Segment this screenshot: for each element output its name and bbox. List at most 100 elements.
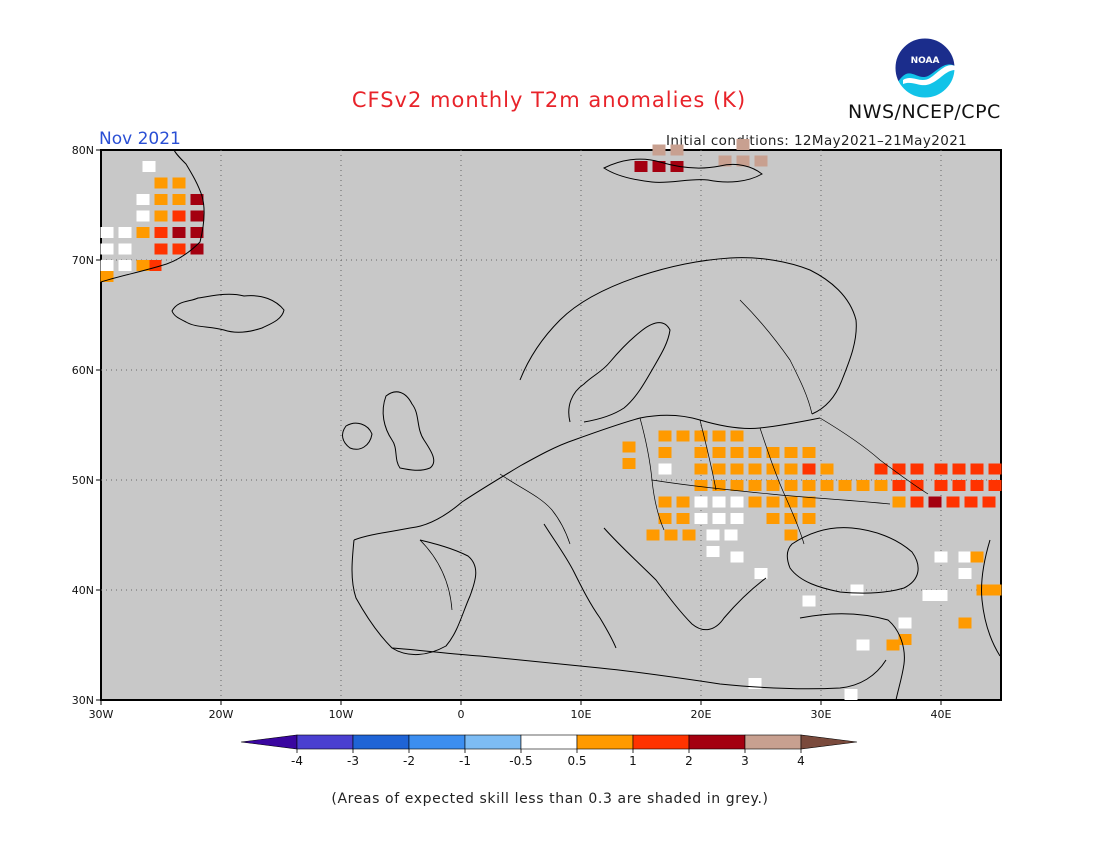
anomaly-cell bbox=[694, 496, 708, 508]
anomaly-cell bbox=[190, 210, 204, 222]
anomaly-cell bbox=[676, 513, 690, 524]
anomaly-cell bbox=[844, 689, 858, 700]
anomaly-cell bbox=[856, 480, 870, 491]
anomaly-cell bbox=[712, 513, 726, 524]
lon-label: 20E bbox=[691, 708, 712, 721]
anomaly-cell bbox=[190, 227, 204, 238]
anomaly-cell bbox=[748, 496, 762, 508]
anomaly-cell bbox=[142, 161, 156, 172]
anomaly-cell bbox=[784, 463, 798, 475]
anomaly-cell bbox=[922, 590, 936, 601]
anomaly-cell bbox=[118, 227, 132, 238]
lat-label: 80N bbox=[72, 144, 94, 157]
anomaly-cell bbox=[988, 584, 1002, 596]
lat-label: 70N bbox=[72, 254, 94, 267]
anomaly-cell bbox=[100, 243, 114, 255]
anomaly-cell bbox=[952, 480, 966, 491]
anomaly-cell bbox=[730, 480, 744, 491]
anomaly-cell bbox=[172, 227, 186, 238]
anomaly-cell bbox=[658, 463, 672, 475]
colorbar-box bbox=[352, 734, 410, 750]
anomaly-cell bbox=[856, 639, 870, 651]
anomaly-cell bbox=[712, 480, 726, 491]
anomaly-cell bbox=[730, 447, 744, 458]
anomaly-map: 30W 20W 10W 0 10E 20E 30E 40E 80N 70N 60N 50N 40N 30N bbox=[72, 139, 1002, 721]
anomaly-cell bbox=[664, 529, 678, 541]
anomaly-cell bbox=[748, 480, 762, 491]
anomaly-cell bbox=[706, 529, 720, 541]
anomaly-cell bbox=[136, 194, 150, 205]
anomaly-cell bbox=[100, 260, 114, 271]
colorbar-label: 3 bbox=[741, 754, 749, 768]
anomaly-cell bbox=[646, 529, 660, 541]
axis-ticks bbox=[96, 149, 942, 705]
anomaly-cell bbox=[712, 496, 726, 508]
colorbar-box bbox=[576, 734, 634, 750]
lon-label: 40E bbox=[931, 708, 952, 721]
lon-label: 30E bbox=[811, 708, 832, 721]
anomaly-cell bbox=[172, 243, 186, 255]
colorbar-label: -0.5 bbox=[509, 754, 532, 768]
anomaly-cell bbox=[118, 243, 132, 255]
anomaly-cell bbox=[694, 463, 708, 475]
anomaly-cell bbox=[172, 177, 186, 189]
anomaly-cell bbox=[712, 447, 726, 458]
anomaly-cell bbox=[652, 144, 666, 156]
anomaly-cell bbox=[658, 496, 672, 508]
anomaly-cell bbox=[154, 243, 168, 255]
anomaly-cell bbox=[766, 513, 780, 524]
colorbar-label: 0.5 bbox=[567, 754, 586, 768]
anomaly-cell bbox=[784, 513, 798, 524]
organization-label: NWS/NCEP/CPC bbox=[848, 101, 1001, 123]
anomaly-cell bbox=[622, 441, 636, 453]
anomaly-cell bbox=[766, 463, 780, 475]
colorbar-label: 1 bbox=[629, 754, 637, 768]
anomaly-cell bbox=[982, 496, 996, 508]
colorbar-box bbox=[632, 734, 690, 750]
lat-label: 50N bbox=[72, 474, 94, 487]
anomaly-cell bbox=[100, 271, 114, 282]
anomaly-cell bbox=[148, 260, 162, 271]
anomaly-cell bbox=[784, 529, 798, 541]
anomaly-cell bbox=[802, 513, 816, 524]
anomaly-cell bbox=[694, 447, 708, 458]
anomaly-cell bbox=[958, 617, 972, 629]
lon-label: 10E bbox=[571, 708, 592, 721]
anomaly-cell bbox=[706, 546, 720, 557]
chart-title: CFSv2 monthly T2m anomalies (K) bbox=[351, 88, 747, 112]
anomaly-cell bbox=[892, 463, 906, 475]
anomaly-cell bbox=[136, 227, 150, 238]
colorbar-label: 4 bbox=[797, 754, 805, 768]
axis-labels: 30W 20W 10W 0 10E 20E 30E 40E 80N 70N 60N 50N 40N 30N bbox=[72, 144, 952, 721]
anomaly-cell bbox=[970, 551, 984, 563]
colorbar-box bbox=[408, 734, 466, 750]
anomaly-cell bbox=[988, 480, 1002, 491]
colorbar-box bbox=[688, 734, 746, 750]
anomaly-cell bbox=[838, 480, 852, 491]
anomaly-cell bbox=[892, 496, 906, 508]
anomaly-cell bbox=[694, 480, 708, 491]
anomaly-cell bbox=[658, 430, 672, 442]
colorbar-label: -1 bbox=[459, 754, 471, 768]
anomaly-cell bbox=[898, 617, 912, 629]
anomaly-cell bbox=[748, 447, 762, 458]
anomaly-cell bbox=[658, 513, 672, 524]
anomaly-cell bbox=[802, 496, 816, 508]
coastlines bbox=[100, 149, 1001, 701]
anomaly-cell bbox=[874, 463, 888, 475]
anomaly-cell bbox=[784, 496, 798, 508]
anomaly-cell bbox=[802, 447, 816, 458]
anomaly-cell bbox=[154, 177, 168, 189]
anomaly-cell bbox=[910, 480, 924, 491]
anomaly-cell bbox=[928, 496, 942, 508]
anomaly-cell bbox=[154, 194, 168, 205]
colorbar-label: -2 bbox=[403, 754, 415, 768]
anomaly-cell bbox=[658, 447, 672, 458]
anomaly-cell bbox=[898, 634, 912, 645]
colorbar-box bbox=[520, 734, 578, 750]
anomaly-cell bbox=[670, 144, 684, 156]
forecast-month: Nov 2021 bbox=[99, 129, 181, 149]
anomaly-cell bbox=[934, 590, 948, 601]
anomaly-cell bbox=[784, 480, 798, 491]
anomaly-cell bbox=[970, 463, 984, 475]
